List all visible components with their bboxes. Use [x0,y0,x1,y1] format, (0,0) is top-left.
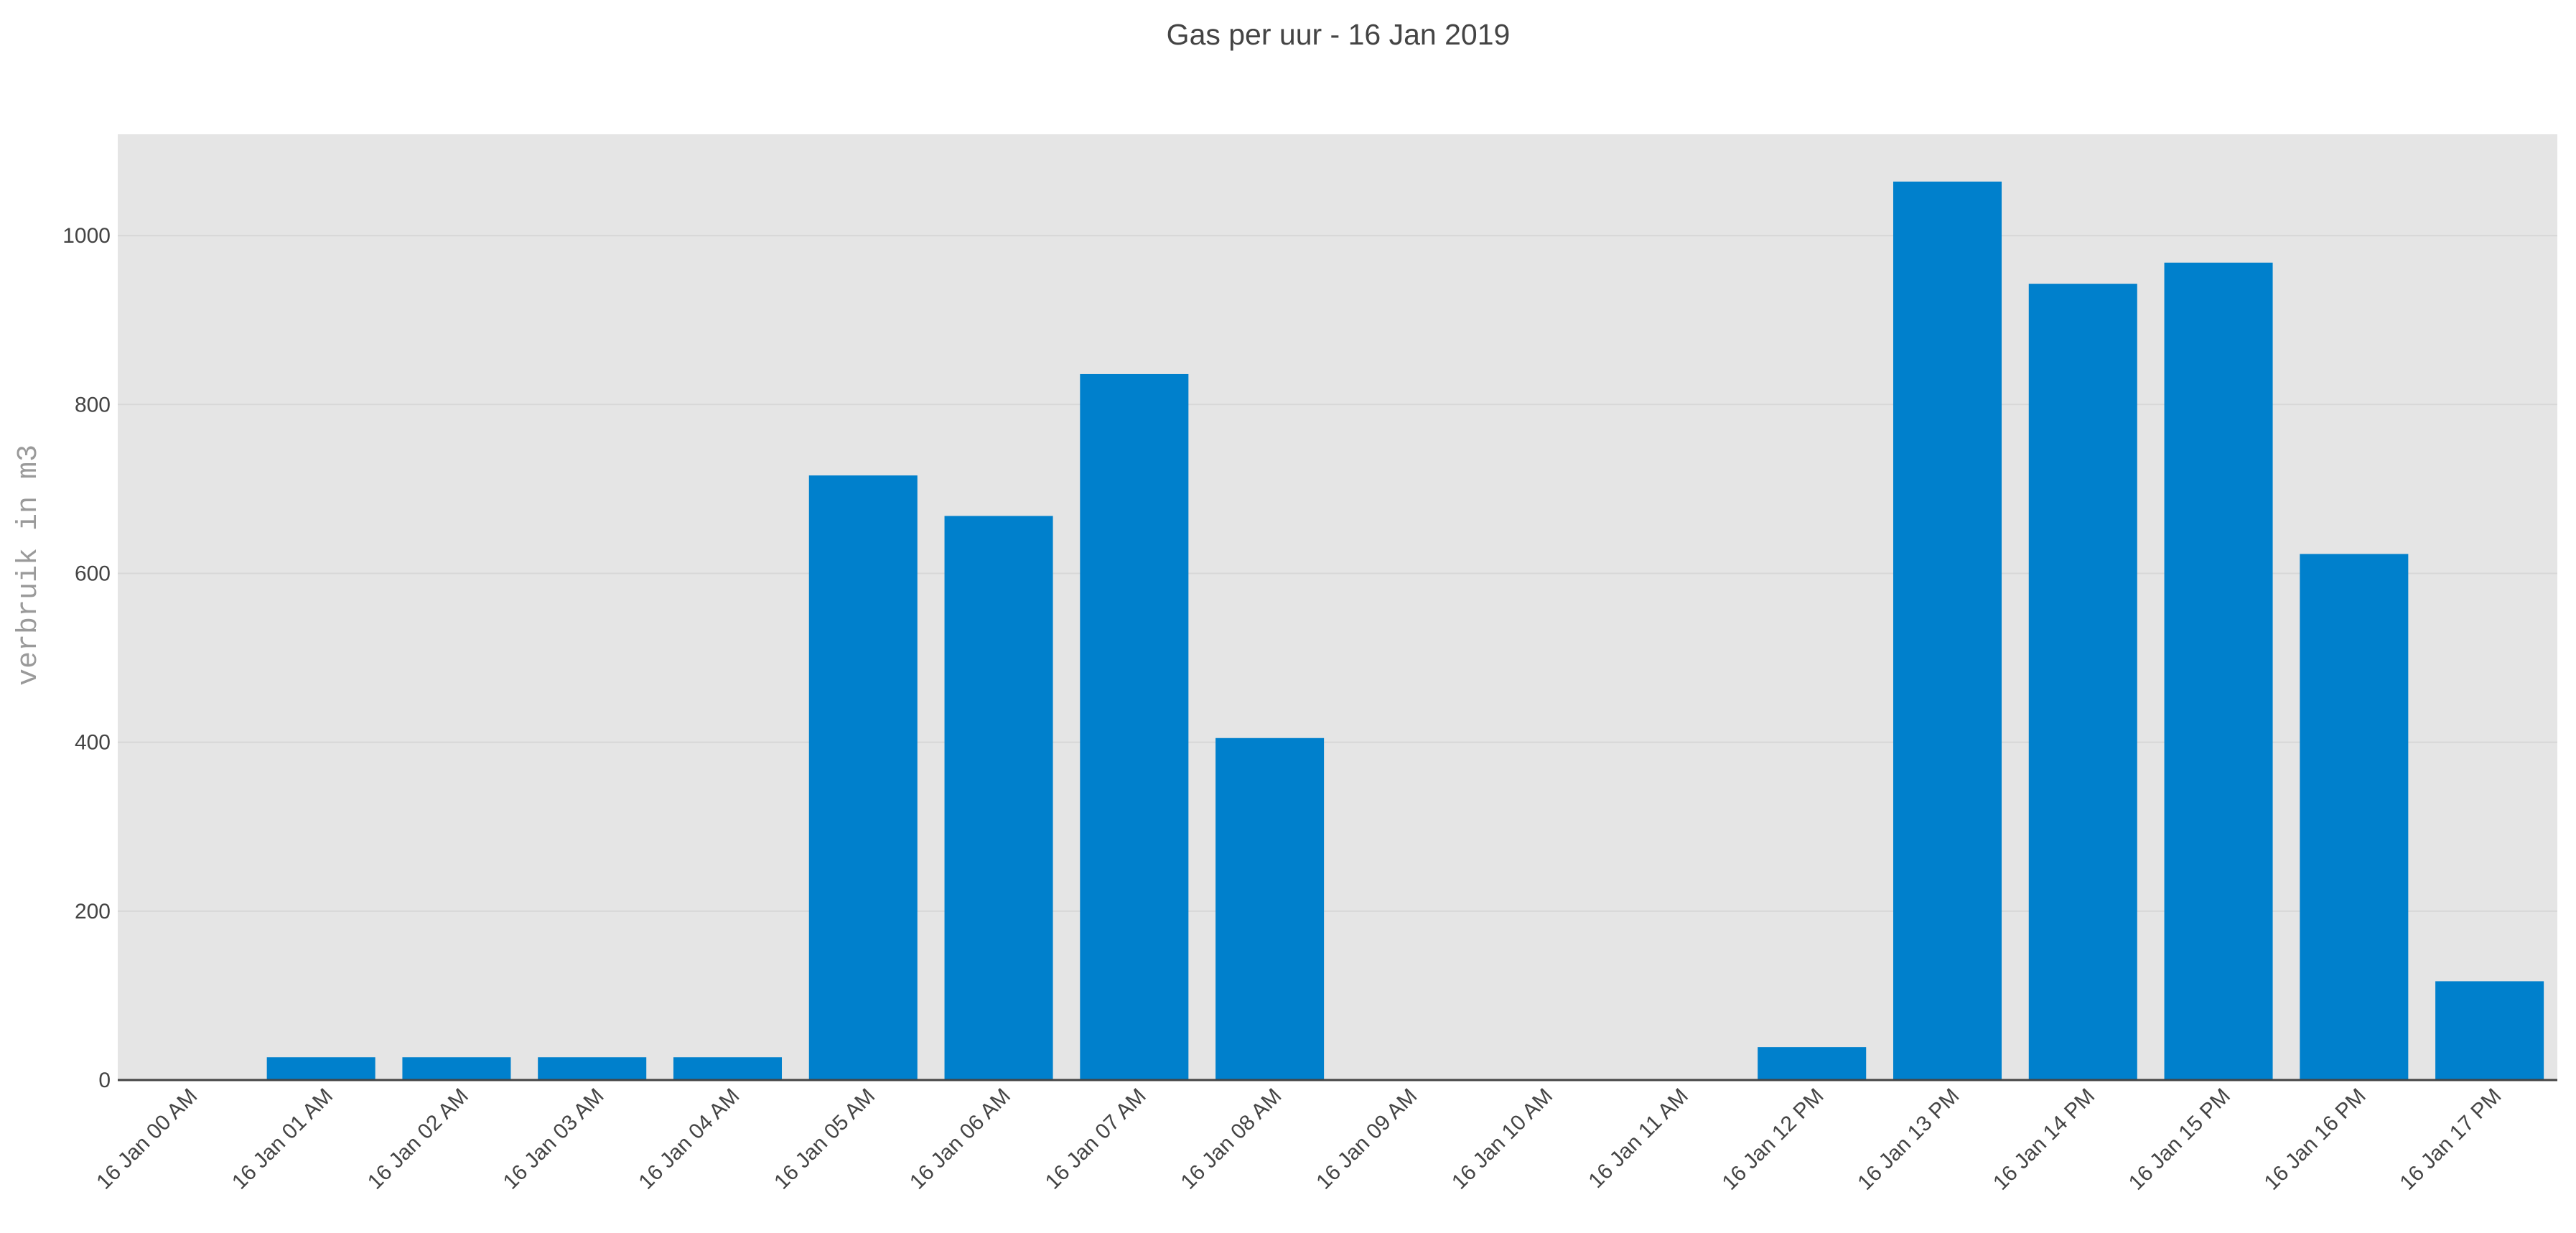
bar [2164,262,2273,1080]
x-tick-label: 16 Jan 02 AM [363,1084,473,1194]
bars [266,181,2544,1081]
x-tick-label: 16 Jan 03 AM [499,1084,609,1194]
x-tick-label: 16 Jan 06 AM [905,1084,1015,1194]
x-tick-label: 16 Jan 05 AM [770,1084,879,1194]
plot-area [118,134,2557,1080]
bar [944,516,1053,1080]
bar [402,1057,511,1080]
bar [673,1057,783,1080]
chart-title: Gas per uur - 16 Jan 2019 [1167,18,1511,51]
x-tick-label: 16 Jan 17 PM [2395,1084,2506,1195]
bar [808,475,918,1080]
y-tick-label: 400 [75,731,111,755]
y-tick-label: 600 [75,562,111,585]
x-tick-label: 16 Jan 00 AM [92,1084,202,1194]
x-tick-label: 16 Jan 13 PM [1853,1084,1964,1195]
x-tick-label: 16 Jan 08 AM [1176,1084,1286,1194]
bar [266,1057,375,1080]
bar [2300,554,2409,1080]
bar [2435,981,2544,1080]
bar [1080,373,1189,1080]
x-tick-label: 16 Jan 15 PM [2124,1084,2235,1195]
x-tick-label: 16 Jan 16 PM [2260,1084,2371,1195]
bar [1893,181,2002,1081]
bar [1215,738,1325,1080]
x-tick-label: 16 Jan 01 AM [228,1084,337,1194]
x-tick-label: 16 Jan 07 AM [1041,1084,1151,1194]
x-tick-label: 16 Jan 11 AM [1584,1084,1692,1193]
y-axis-label: verbruik in m3 [13,445,45,686]
y-tick-label: 1000 [62,224,111,248]
bar [538,1057,647,1080]
bar [2028,284,2137,1080]
x-tick-label: 16 Jan 14 PM [1989,1084,2099,1195]
x-tick-label: 16 Jan 09 AM [1312,1084,1422,1194]
bar [1758,1047,1867,1080]
y-tick-label: 200 [75,900,111,923]
y-axis-ticks: 0 200 400 600 800 1000 [62,224,111,1092]
x-tick-label: 16 Jan 12 PM [1717,1084,1828,1195]
y-tick-label: 800 [75,393,111,417]
gridlines [118,235,2557,912]
x-tick-label: 16 Jan 04 AM [634,1084,744,1194]
y-tick-label: 0 [98,1069,111,1092]
x-axis-ticks: 16 Jan 00 AM 16 Jan 01 AM 16 Jan 02 AM 16 J… [92,1084,2506,1195]
x-tick-label: 16 Jan 10 AM [1447,1084,1557,1194]
